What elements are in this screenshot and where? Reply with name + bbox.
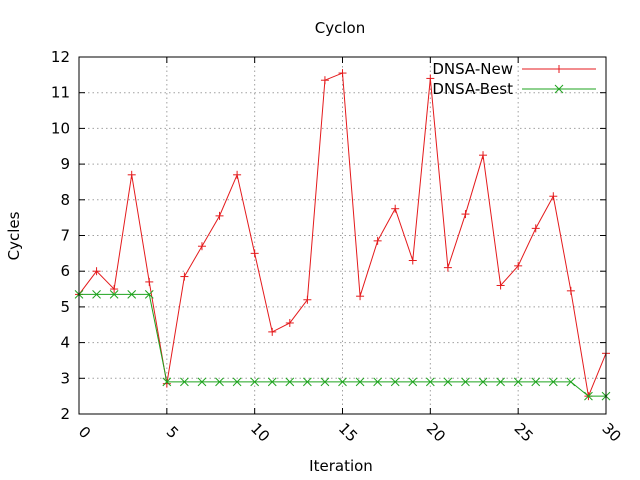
series-dnsa-best: [74, 290, 611, 401]
x-tick-label: 10: [247, 419, 273, 445]
data-point: [92, 290, 101, 299]
data-point: [127, 290, 137, 299]
y-tick-label: 2: [60, 405, 70, 423]
data-point: [549, 192, 558, 201]
data-point: [197, 242, 206, 251]
data-point: [496, 281, 505, 290]
x-axis-label: Iteration: [309, 457, 373, 475]
data-point: [92, 267, 101, 276]
series-dnsa-new: [75, 69, 610, 401]
data-point: [531, 224, 540, 233]
chart-title: Cyclon: [315, 19, 365, 37]
data-point: [338, 69, 347, 78]
x-tick-label: 5: [163, 423, 182, 442]
data-point: [180, 272, 189, 281]
data-point: [268, 327, 277, 336]
y-tick-label: 12: [51, 48, 70, 66]
data-point: [320, 377, 330, 387]
legend-item: DNSA-Best: [432, 80, 596, 98]
data-point: [426, 74, 435, 83]
x-tick-label: 20: [423, 419, 449, 445]
data-point: [566, 377, 576, 387]
data-point: [531, 377, 541, 387]
axes: 2 3 4 5 6 7 8 9 10 11 12 0 5 10 15 20 25 30: [51, 48, 625, 446]
data-point: [566, 286, 575, 295]
data-point: [390, 377, 400, 387]
data-point: [513, 377, 523, 387]
data-point: [514, 261, 523, 270]
data-point: [443, 377, 453, 387]
data-point: [338, 377, 347, 387]
y-tick-label: 3: [60, 369, 70, 387]
plot-frame: [78, 56, 607, 415]
data-point: [233, 170, 242, 179]
data-point: [443, 263, 452, 272]
y-tick-label: 7: [60, 227, 70, 245]
data-point: [144, 290, 154, 299]
data-point: [215, 377, 224, 387]
data-point: [496, 377, 505, 387]
data-point: [127, 170, 136, 179]
data-point: [461, 210, 470, 219]
data-point: [145, 277, 154, 286]
y-tick-label: 5: [60, 298, 70, 316]
data-point: [408, 377, 418, 387]
data-point: [373, 236, 382, 245]
data-point: [425, 377, 435, 387]
legend-label: DNSA-Best: [432, 80, 513, 98]
data-point: [548, 377, 558, 387]
y-tick-label: 8: [60, 191, 70, 209]
data-point: [408, 256, 417, 265]
data-point: [250, 377, 260, 387]
data-point: [479, 151, 488, 160]
y-axis-label: Cycles: [5, 211, 23, 260]
data-point: [373, 377, 382, 387]
data-point: [285, 377, 295, 387]
data-point: [478, 377, 488, 387]
legend-item: DNSA-New: [432, 60, 596, 78]
legend-marker: [554, 84, 564, 94]
y-tick-label: 10: [51, 119, 70, 137]
y-tick-label: 4: [60, 334, 70, 352]
legend-label: DNSA-New: [432, 60, 513, 78]
x-tick-label: 30: [598, 419, 624, 445]
legend-marker: [555, 65, 563, 73]
y-tick-label: 9: [60, 155, 70, 173]
grid: [79, 57, 606, 414]
data-point: [461, 377, 470, 387]
x-tick-label: 25: [511, 419, 537, 445]
data-point: [303, 377, 312, 387]
x-tick-label: 15: [335, 419, 361, 445]
series-layer: [74, 69, 611, 401]
y-tick-label: 11: [51, 84, 70, 102]
data-point: [584, 391, 593, 401]
data-point: [180, 377, 189, 387]
series-line: [78, 72, 607, 398]
data-point: [391, 204, 400, 213]
data-point: [215, 211, 224, 220]
data-point: [250, 249, 259, 258]
data-point: [356, 292, 365, 301]
y-tick-label: 6: [60, 262, 70, 280]
data-point: [162, 377, 172, 387]
data-point: [355, 377, 365, 387]
data-point: [109, 290, 119, 299]
data-point: [197, 377, 207, 387]
legend: DNSA-New DNSA-Best: [432, 60, 596, 98]
data-point: [110, 285, 119, 294]
data-point: [267, 377, 277, 387]
data-point: [320, 76, 329, 85]
data-point: [303, 295, 312, 304]
x-tick-label: 0: [75, 423, 94, 442]
data-point: [285, 318, 294, 327]
data-point: [232, 377, 242, 387]
